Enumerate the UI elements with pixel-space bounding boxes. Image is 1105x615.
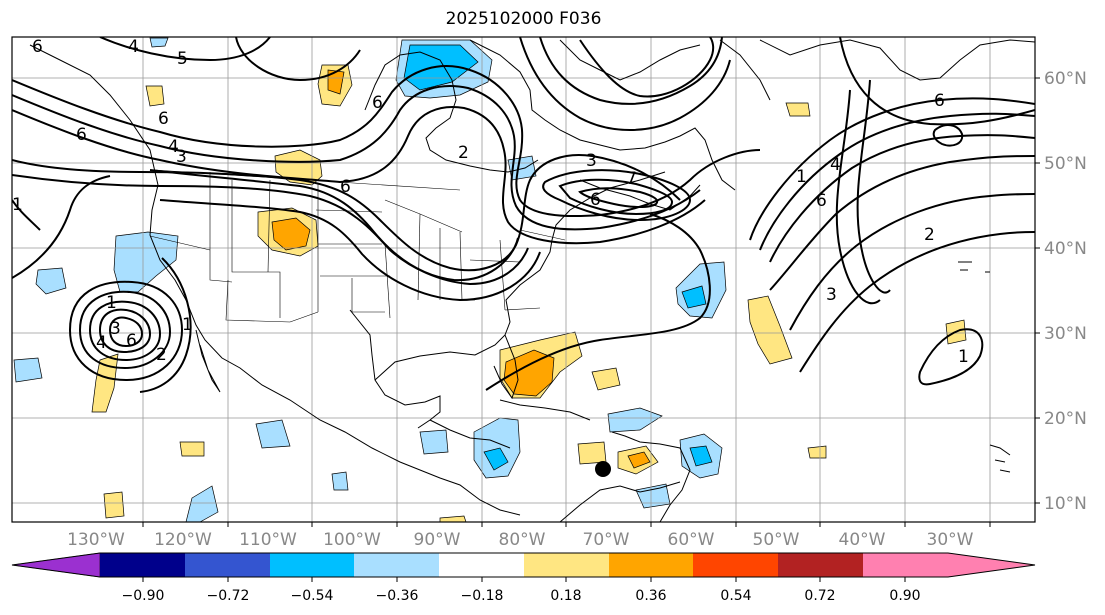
map-panel: 6 4 5 6 4 3 1 6 6 6 2 3 7 6 1 1 4 6 2 3 … [12, 37, 1035, 522]
coastline-gulf [349, 309, 441, 429]
height-contours [12, 37, 1035, 393]
colorbar-segment [863, 553, 948, 577]
map-title: 2025102000 F036 [445, 9, 602, 29]
contour-east-atlantic [542, 169, 692, 222]
colorbar-segment [11, 552, 101, 578]
colorbar-boxes [11, 552, 863, 578]
colorbar-label: 0.18 [550, 588, 581, 604]
colorbar: −0.90 −0.72 −0.54 −0.36 −0.18 0.18 0.36 … [11, 552, 1036, 604]
contour-label: 1 [796, 167, 807, 187]
contour-label: 6 [590, 190, 601, 210]
contour-label: 1 [182, 315, 193, 335]
contour-label: 5 [177, 49, 188, 69]
colorbar-segment [778, 553, 863, 577]
contour-label: 4 [830, 155, 841, 175]
lat-label: 50°N [1044, 154, 1087, 174]
colorbar-label: 0.90 [889, 588, 920, 604]
colorbar-outline [11, 552, 1036, 578]
contour-label: 1 [106, 293, 117, 313]
contour-label: 6 [372, 93, 383, 113]
colorbar-segment [439, 553, 524, 577]
contour-label: 6 [816, 191, 827, 211]
contour-label: 6 [340, 177, 351, 197]
colorbar-label: −0.72 [207, 588, 250, 604]
lon-label: 30°W [927, 530, 974, 550]
colorbar-extend-arrow [948, 553, 1035, 577]
contour-label: 7 [626, 169, 637, 189]
lon-label: 60°W [668, 530, 715, 550]
contour-label: 6 [158, 109, 169, 129]
longitude-labels: 130°W 120°W 110°W 100°W 90°W 80°W 70°W 6… [67, 530, 974, 550]
colorbar-segment [693, 553, 778, 577]
contour-low-pacific [78, 290, 172, 370]
lon-label: 100°W [323, 530, 381, 550]
colorbar-segment [354, 553, 439, 577]
colorbar-label: −0.54 [291, 588, 334, 604]
contour-label: 6 [32, 37, 43, 57]
colorbar-label: −0.36 [376, 588, 419, 604]
colorbar-label: 0.54 [720, 588, 751, 604]
colorbar-ticks [142, 577, 906, 582]
coastline-west [29, 44, 521, 516]
lon-label: 40°W [839, 530, 886, 550]
contour-label: 1 [958, 347, 969, 367]
lat-label: 20°N [1044, 409, 1087, 429]
latitude-labels: 60°N 50°N 40°N 30°N 20°N 10°N [1044, 69, 1087, 514]
contour-label: 1 [12, 195, 23, 215]
shaded-anomalies [13, 37, 967, 522]
contour-label: 2 [924, 225, 935, 245]
contour-label: 3 [586, 151, 597, 171]
lat-label: 10°N [1044, 494, 1087, 514]
lon-label: 90°W [414, 530, 461, 550]
colorbar-segment [270, 553, 354, 577]
lon-label: 50°W [753, 530, 800, 550]
map-frame [11, 36, 1036, 523]
colorbar-segment [185, 553, 270, 577]
colorbar-labels: −0.90 −0.72 −0.54 −0.36 −0.18 0.18 0.36 … [122, 588, 921, 604]
colorbar-segment [524, 553, 609, 577]
contour-label: 2 [458, 143, 469, 163]
lat-label: 30°N [1044, 324, 1087, 344]
contour-labels: 6 4 5 6 4 3 1 6 6 6 2 3 7 6 1 1 4 6 2 3 … [12, 37, 969, 367]
contour-atlantic-trough [749, 97, 1035, 241]
lon-label: 130°W [67, 530, 125, 550]
contour-label: 4 [96, 333, 107, 353]
contour-label: 4 [128, 37, 139, 57]
contour-label: 6 [126, 331, 137, 351]
contour-label: 3 [110, 319, 121, 339]
colorbar-segment [100, 553, 185, 577]
contour-label: 3 [176, 147, 187, 167]
lon-label: 70°W [583, 530, 630, 550]
colorbar-segment [609, 553, 693, 577]
coastline-greenland [759, 39, 1035, 81]
lon-label: 80°W [499, 530, 546, 550]
colorbar-label: −0.90 [122, 588, 165, 604]
axis-ticks [142, 77, 1040, 527]
location-marker [595, 461, 611, 477]
contour-label: 2 [156, 345, 167, 365]
contour-label: 6 [76, 125, 87, 145]
coastline-south-america [559, 481, 681, 522]
lon-label: 120°W [154, 530, 212, 550]
colorbar-label: −0.18 [461, 588, 504, 604]
colorbar-label: 0.36 [635, 588, 666, 604]
lon-label: 110°W [239, 530, 297, 550]
lat-label: 40°N [1044, 239, 1087, 259]
colorbar-label: 0.72 [804, 588, 835, 604]
coastline-hudson [364, 51, 539, 173]
contour-label: 3 [826, 285, 837, 305]
lat-label: 60°N [1044, 69, 1087, 89]
contour-label: 6 [934, 91, 945, 111]
contour-label: 4 [168, 137, 179, 157]
